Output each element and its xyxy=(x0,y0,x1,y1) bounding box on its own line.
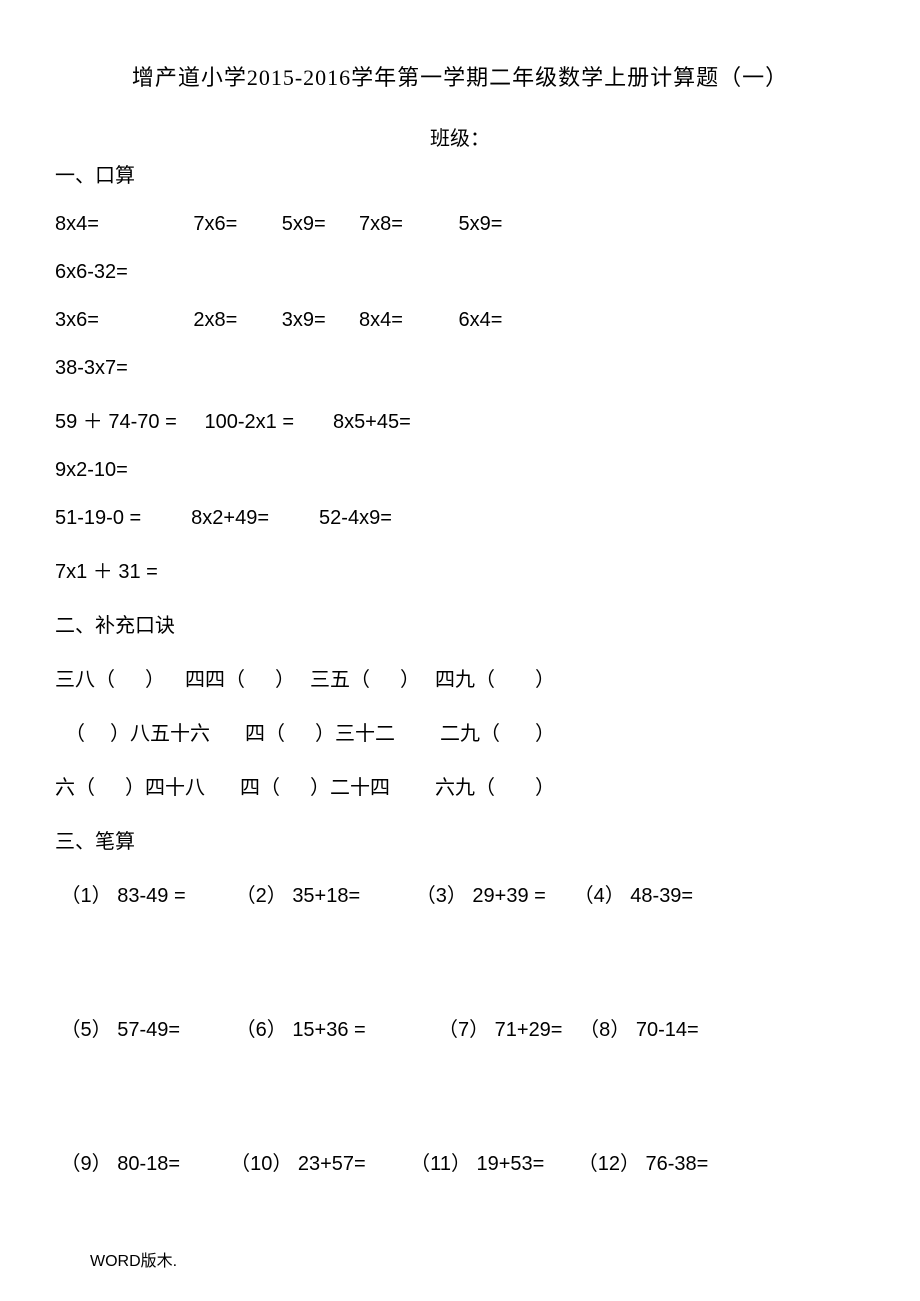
fill-blank-row: 三八（ ） 四四（ ） 三五（ ） 四九（ ） xyxy=(55,663,865,692)
problem-row: 9x2-10= xyxy=(55,459,865,482)
problem-row: 6x6-32= xyxy=(55,261,865,284)
problem-row: 38-3x7= xyxy=(55,357,865,380)
class-label: 班级： xyxy=(55,122,865,151)
problem-row: 3x6= 2x8= 3x9= 8x4= 6x4= xyxy=(55,309,865,332)
document-title: 增产道小学2015-2016学年第一学期二年级数学上册计算题（一） xyxy=(55,60,865,92)
calc-row: （9） 80-18= （10） 23+57= （11） 19+53= （12） … xyxy=(55,1147,865,1176)
problem-row: 51-19-0 = 8x2+49= 52-4x9= xyxy=(55,507,865,530)
calc-row: （5） 57-49= （6） 15+36 = （7） 71+29= （8） 70… xyxy=(55,1013,865,1042)
calc-row: （1） 83-49 = （2） 35+18= （3） 29+39 = （4） 4… xyxy=(55,879,865,908)
fill-blank-row: （ ）八五十六 四（ ）三十二 二九（ ） xyxy=(55,717,865,746)
problem-row: 59 ＋ 74-70 = 100-2x1 = 8x5+45= xyxy=(55,405,865,434)
section-3-heading: 三、笔算 xyxy=(55,825,865,854)
footer-text: WORD版木. xyxy=(90,1247,177,1271)
problem-row: 7x1 ＋ 31 = xyxy=(55,555,865,584)
problem-row: 8x4= 7x6= 5x9= 7x8= 5x9= xyxy=(55,213,865,236)
fill-blank-row: 六（ ）四十八 四（ ）二十四 六九（ ） xyxy=(55,771,865,800)
section-1-heading: 一、口算 xyxy=(55,159,865,188)
section-2-heading: 二、补充口诀 xyxy=(55,609,865,638)
